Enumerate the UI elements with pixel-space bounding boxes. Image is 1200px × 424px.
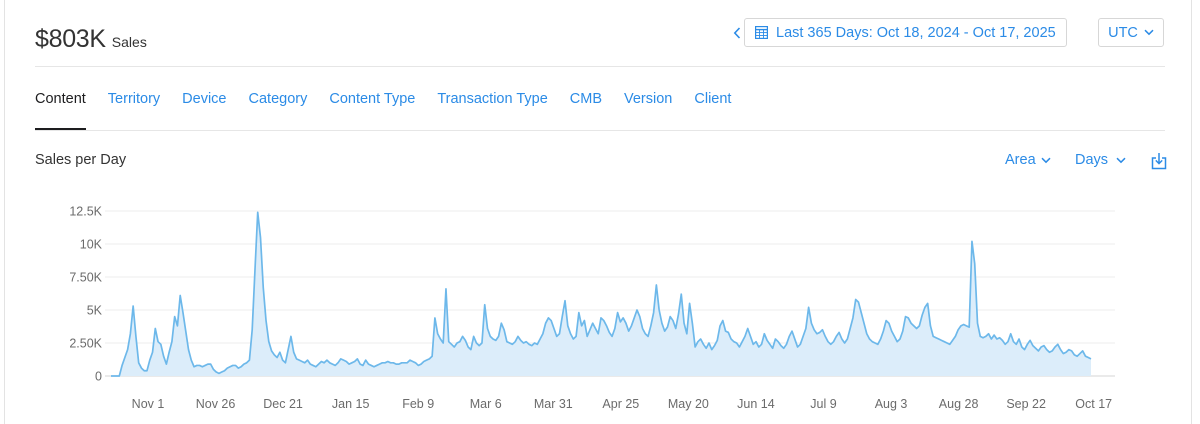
tab-device[interactable]: Device [182, 91, 227, 107]
x-tick-label: Feb 9 [402, 397, 434, 411]
y-tick-label: 5K [87, 304, 103, 318]
sales-total-value: $803K [35, 25, 106, 53]
x-tick-label: Jun 14 [737, 397, 775, 411]
y-tick-label: 7.50K [69, 271, 102, 285]
tab-cmb[interactable]: CMB [569, 91, 602, 107]
x-tick-label: Sep 22 [1006, 397, 1046, 411]
tab-transaction-type[interactable]: Transaction Type [437, 91, 548, 107]
x-tick-label: May 20 [668, 397, 709, 411]
chart-type-select[interactable]: Area [1005, 152, 1051, 168]
chevron-left-icon [733, 27, 741, 39]
y-tick-label: 2.50K [69, 337, 102, 351]
x-tick-label: Dec 21 [263, 397, 303, 411]
sales-total: $803K Sales [35, 25, 147, 54]
dimension-tabs: Content Territory Device Category Conten… [35, 86, 753, 130]
download-button[interactable] [1151, 152, 1169, 170]
date-range-label: Last 365 Days: Oct 18, 2024 - Oct 17, 20… [776, 24, 1056, 41]
x-tick-label: Apr 25 [602, 397, 639, 411]
granularity-select[interactable]: Days [1075, 152, 1126, 168]
calendar-icon [755, 26, 768, 39]
chart-type-label: Area [1005, 152, 1036, 168]
download-icon [1151, 153, 1167, 170]
chart-title: Sales per Day [35, 152, 127, 168]
x-tick-label: Jul 9 [810, 397, 836, 411]
chevron-down-icon [1116, 157, 1126, 163]
tab-content-type[interactable]: Content Type [329, 91, 416, 107]
y-tick-label: 0 [95, 370, 102, 384]
sales-chart: 0 2.50K 5K 7.50K 10K 12.5K Nov 1 Nov 26 Dec 21 Ja… [69, 205, 1115, 411]
granularity-label: Days [1075, 152, 1109, 168]
y-tick-label: 12.5K [69, 205, 102, 219]
date-range-button[interactable]: Last 365 Days: Oct 18, 2024 - Oct 17, 20… [744, 18, 1067, 47]
tab-category[interactable]: Category [248, 91, 308, 107]
header-divider [35, 66, 1165, 67]
tab-content[interactable]: Content [35, 86, 86, 130]
y-tick-label: 10K [80, 238, 103, 252]
x-tick-label: Aug 28 [939, 397, 979, 411]
sales-panel: $803K Sales Last 365 Days: Oct 18, 2024 … [4, 0, 1192, 424]
x-tick-label: Jan 15 [332, 397, 370, 411]
series-line [111, 211, 1092, 377]
chevron-down-icon [1144, 29, 1154, 36]
sales-total-unit: Sales [111, 34, 147, 50]
tabs-divider [35, 130, 1165, 131]
chevron-down-icon [1041, 157, 1051, 163]
series-area [111, 212, 1091, 376]
x-tick-label: Oct 17 [1075, 397, 1112, 411]
timezone-select[interactable]: UTC [1098, 18, 1164, 47]
x-tick-label: Nov 1 [132, 397, 165, 411]
x-tick-label: Mar 31 [534, 397, 573, 411]
x-tick-label: Mar 6 [470, 397, 502, 411]
timezone-label: UTC [1108, 24, 1138, 41]
tab-territory[interactable]: Territory [107, 91, 161, 107]
x-tick-label: Aug 3 [875, 397, 908, 411]
x-tick-label: Nov 26 [196, 397, 236, 411]
previous-period-button[interactable] [729, 22, 745, 44]
tab-client[interactable]: Client [694, 91, 732, 107]
tab-version[interactable]: Version [624, 91, 673, 107]
